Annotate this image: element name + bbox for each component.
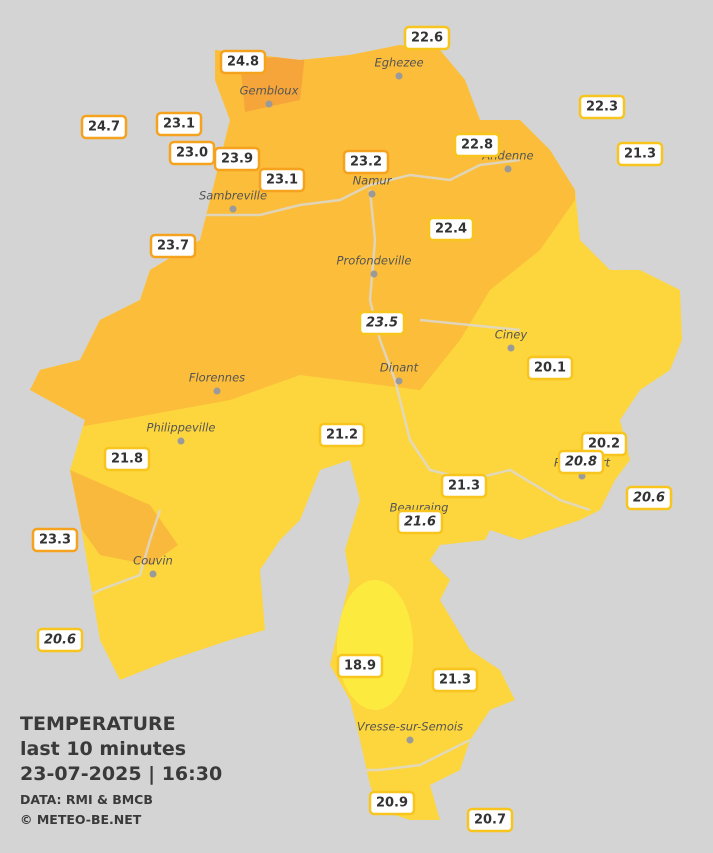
station-value: 23.7 [157, 239, 189, 254]
station-value: 20.8 [565, 455, 597, 470]
station-value: 24.8 [227, 55, 259, 70]
town-dot [507, 344, 515, 352]
station-value: 22.4 [435, 222, 467, 237]
town-dot [265, 100, 273, 108]
station-value: 21.8 [111, 452, 143, 467]
station-box [557, 449, 605, 475]
station-value: 21.2 [326, 428, 358, 443]
station-box [36, 627, 84, 653]
station-box [440, 473, 488, 499]
town-name: Ciney [495, 328, 528, 342]
station-box [80, 114, 128, 140]
station-box [155, 111, 203, 137]
station-value: 22.6 [411, 31, 443, 46]
station-box [219, 49, 267, 75]
station-box [149, 233, 197, 259]
station-value: 23.1 [266, 173, 298, 188]
station-box [213, 146, 261, 172]
town-dot [504, 165, 512, 173]
town-dot [395, 377, 403, 385]
title-line: last 10 minutes [20, 738, 186, 760]
station-value: 22.8 [461, 138, 493, 153]
station-value: 20.6 [44, 633, 76, 648]
station-box [578, 94, 626, 120]
station-value: 21.3 [439, 673, 471, 688]
station-box [258, 167, 306, 193]
station-value: 23.0 [176, 146, 208, 161]
station-value: 23.2 [350, 155, 382, 170]
station-value: 21.3 [624, 147, 656, 162]
station-value: 20.1 [534, 361, 566, 376]
station-value: 21.6 [404, 515, 436, 530]
station-box [368, 790, 416, 816]
town-dot [406, 736, 414, 744]
station-value: 20.7 [474, 813, 506, 828]
station-box [427, 216, 475, 242]
station-value: 23.3 [39, 533, 71, 548]
station-value: 24.7 [88, 120, 120, 135]
credit-line: © METEO-BE.NET [20, 812, 142, 827]
station-box [396, 509, 444, 535]
station-box [466, 807, 514, 833]
town-name: Namur [353, 174, 393, 188]
station-box [431, 667, 479, 693]
station-value: 20.2 [588, 437, 620, 452]
station-box [103, 446, 151, 472]
station-value: 18.9 [344, 659, 376, 674]
station-value: 22.3 [586, 100, 618, 115]
town-name: Profondeville [337, 254, 412, 268]
station-box [336, 653, 384, 679]
station-value: 20.6 [633, 491, 665, 506]
town-dot [229, 205, 237, 213]
station-box [526, 355, 574, 381]
town-name: Eghezee [374, 56, 423, 70]
station-value: 23.1 [163, 117, 195, 132]
town-name: Gembloux [240, 84, 299, 98]
station-box [31, 527, 79, 553]
town-dot [213, 387, 221, 395]
station-box [403, 25, 451, 51]
title-line: 23-07-2025 | 16:30 [20, 763, 222, 785]
town-name: Sambreville [199, 189, 267, 203]
town-name: Florennes [189, 371, 245, 385]
station-value: 21.3 [448, 479, 480, 494]
station-box [342, 149, 390, 175]
station-value: 23.9 [221, 152, 253, 167]
station-box [453, 132, 501, 158]
station-value: 20.9 [376, 796, 408, 811]
town-dot [368, 190, 376, 198]
station-value: 23.5 [366, 316, 398, 331]
town-name: Vresse-sur-Semois [357, 720, 463, 734]
station-box [358, 310, 406, 336]
town-dot [395, 72, 403, 80]
station-box [625, 485, 673, 511]
station-box [318, 422, 366, 448]
town-dot [370, 270, 378, 278]
title-line: TEMPERATURE [20, 713, 176, 735]
town-name: Couvin [133, 554, 173, 568]
town-dot [177, 437, 185, 445]
town-dot [149, 570, 157, 578]
station-box [616, 141, 664, 167]
town-name: Philippeville [147, 421, 216, 435]
credit-line: DATA: RMI & BMCB [20, 792, 153, 807]
town-name: Dinant [380, 361, 419, 375]
